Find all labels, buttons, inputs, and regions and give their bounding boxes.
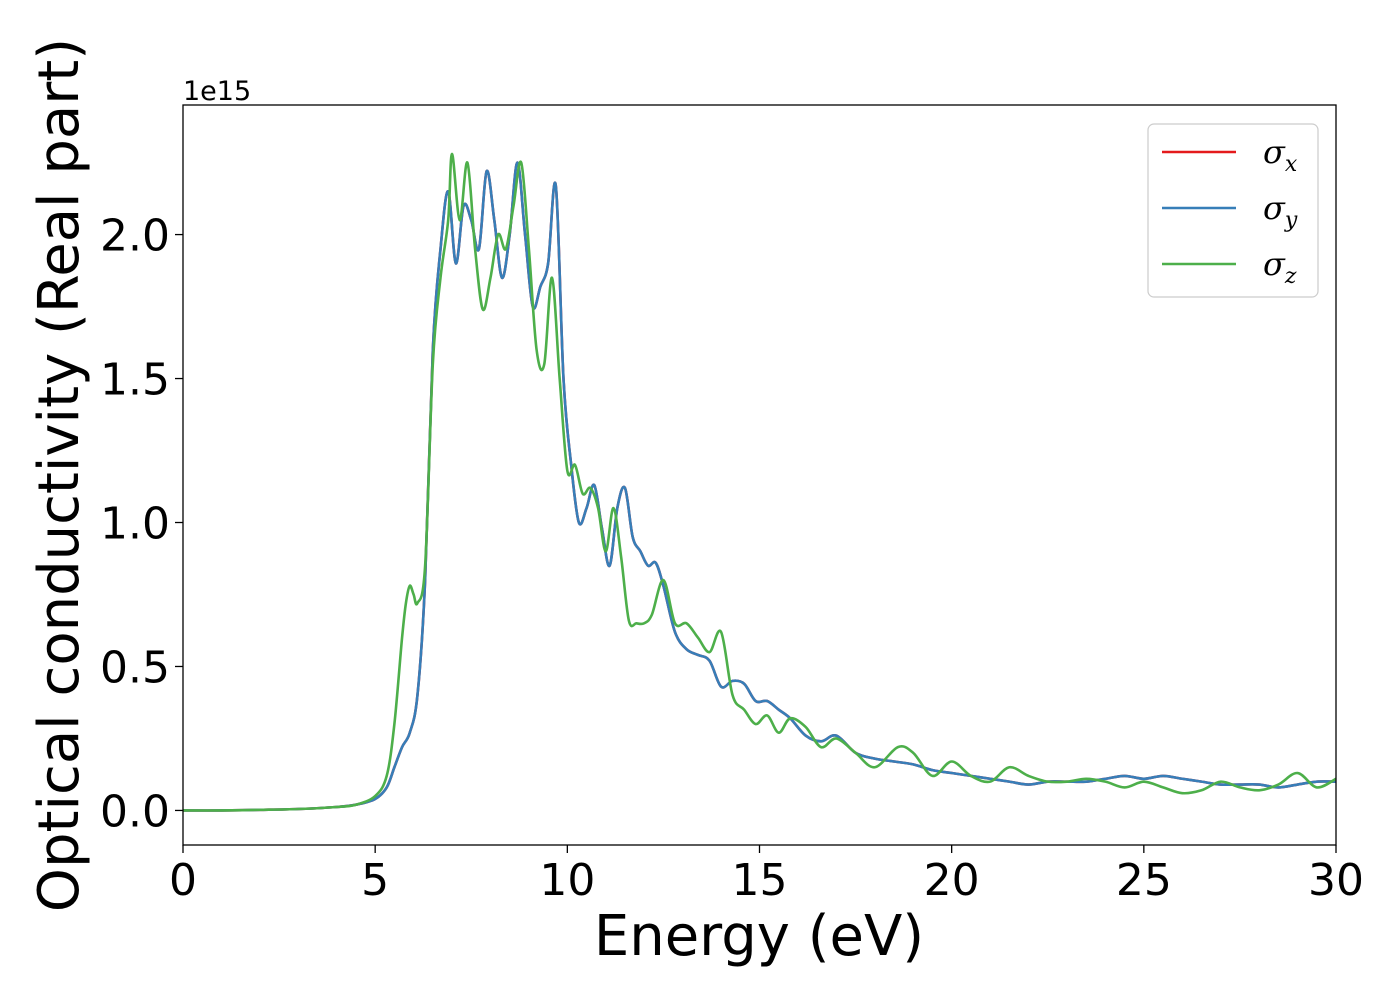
legend-box <box>1147 123 1319 298</box>
legend-subscript: x <box>1285 152 1298 177</box>
x-tick-label: 15 <box>732 855 788 906</box>
y-axis: 0.0 0.5 1.0 1.5 2.0 <box>100 211 183 837</box>
y-axis-label: Optical conductivity (Real part) <box>27 38 92 912</box>
legend-symbol: σ <box>1263 189 1286 227</box>
x-tick-label: 30 <box>1308 855 1364 906</box>
y-tick-label: 0.0 <box>100 786 170 837</box>
series-layer <box>183 152 1336 812</box>
x-tick-label: 0 <box>169 855 197 906</box>
legend-symbol: σ <box>1263 245 1286 283</box>
legend-label-sigma-y: σy <box>1263 189 1298 233</box>
x-tick-label: 20 <box>924 855 980 906</box>
y-tick-label: 1.5 <box>100 355 170 406</box>
series-line-sigma-z <box>183 152 1336 812</box>
legend-symbol: σ <box>1263 133 1286 171</box>
legend-label-sigma-z: σz <box>1263 245 1297 289</box>
y-tick-label: 2.0 <box>100 211 170 262</box>
legend-subscript: y <box>1284 208 1298 233</box>
y-tick-label: 1.0 <box>100 499 170 550</box>
x-tick-label: 5 <box>361 855 389 906</box>
legend-label-sigma-x: σx <box>1263 133 1298 177</box>
y-offset-label: 1e15 <box>183 76 251 107</box>
y-tick-label: 0.5 <box>100 642 170 693</box>
x-axis-label: Energy (eV) <box>594 904 924 969</box>
x-tick-label: 10 <box>539 855 595 906</box>
x-tick-label: 25 <box>1116 855 1172 906</box>
x-axis: 0 5 10 15 20 25 30 <box>169 845 1364 906</box>
legend-subscript: z <box>1284 264 1297 289</box>
